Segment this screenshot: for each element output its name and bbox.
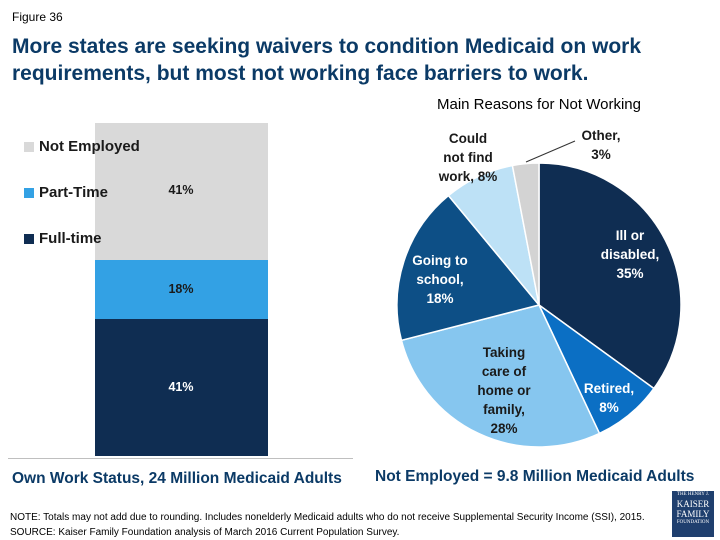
pie-x-label: Not Employed = 9.8 Million Medicaid Adul… — [375, 468, 695, 485]
kff-logo: THE HENRY J. KAISER FAMILY FOUNDATION — [672, 491, 714, 537]
pie-label-could-not-find: Could not find work, 8% — [438, 131, 498, 184]
bar-axis-line — [8, 458, 353, 459]
pie-title: Main Reasons for Not Working — [437, 96, 641, 113]
legend-item-not-employed: Not Employed — [24, 136, 144, 157]
pie-label-retired: Retired, 8% — [583, 381, 635, 415]
bar-segment-full-time — [95, 319, 268, 456]
legend-swatch — [24, 188, 34, 198]
pie-label-taking-care: Taking care of home or family, 28% — [477, 345, 531, 436]
legend-label: Full-time — [39, 230, 102, 247]
legend-label: Part-Time — [39, 184, 108, 201]
figure-label: Figure 36 — [12, 10, 63, 24]
legend-swatch — [24, 234, 34, 244]
bar-segment-part-time — [95, 259, 268, 320]
bar-segment-not-employed — [95, 123, 268, 260]
pie-slice-taking-care-of-home-or-family — [400, 304, 601, 448]
pie-label-other: Other, 3% — [581, 128, 621, 162]
pie-slice-going-to-school — [396, 194, 541, 342]
pie-slice-other — [511, 162, 540, 306]
bar-label-full-time: 41% — [168, 379, 194, 394]
legend-label: Not Employed — [39, 138, 140, 155]
bar-x-label: Own Work Status, 24 Million Medicaid Adu… — [12, 470, 342, 487]
pie-label-school: Going to school, 18% — [412, 253, 468, 306]
slide-title: More states are seeking waivers to condi… — [12, 35, 642, 85]
source-note: NOTE: Totals may not add due to rounding… — [10, 512, 645, 538]
pie-leader-line-other — [525, 140, 576, 163]
pie-label-ill: Ill or disabled, 35% — [600, 228, 660, 281]
bar-label-part-time: 18% — [168, 281, 194, 296]
pie-slice-ill-or-disabled — [538, 162, 682, 390]
bar-chart: 41% 18% 41% Not Employed Part-Time Full-… — [0, 0, 360, 490]
legend-swatch — [24, 142, 34, 152]
legend-item-full-time: Full-time — [24, 228, 144, 249]
bar-label-not-employed: 41% — [168, 183, 194, 198]
legend-item-part-time: Part-Time — [24, 182, 144, 203]
